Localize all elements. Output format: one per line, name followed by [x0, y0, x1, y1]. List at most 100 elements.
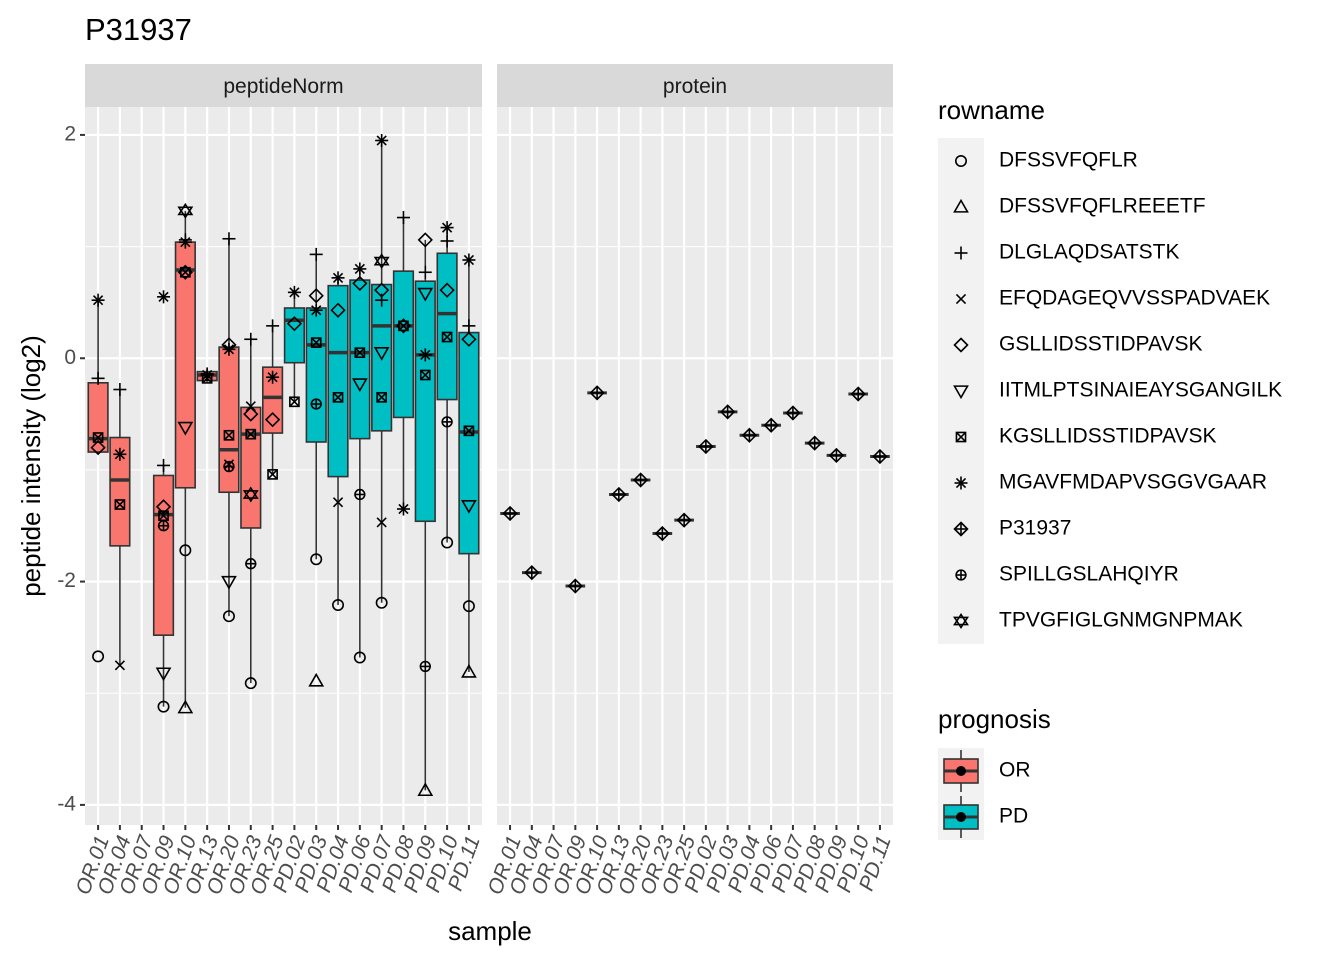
y-axis-label: peptide intensity (log2): [16, 335, 46, 597]
point: [461, 663, 477, 678]
point: [245, 401, 256, 412]
point-stroke: [177, 699, 194, 714]
point-stroke: [245, 428, 257, 440]
point: [953, 198, 969, 213]
point-stroke: [417, 782, 434, 797]
point-stroke: [463, 254, 475, 266]
point-stroke: [953, 198, 969, 213]
point: [91, 371, 105, 385]
point-stroke: [376, 517, 387, 528]
point-stroke: [955, 431, 967, 443]
point: [954, 246, 968, 260]
box: [240, 406, 262, 529]
point-stroke: [376, 135, 387, 146]
point: [222, 610, 235, 623]
point-stroke: [155, 499, 172, 515]
point: [418, 348, 432, 362]
point: [113, 447, 127, 461]
point: [179, 266, 191, 278]
point: [90, 439, 106, 456]
point: [310, 337, 322, 348]
point-stroke: [289, 396, 300, 408]
point-stroke: [375, 596, 388, 609]
legend-key: [938, 322, 984, 368]
legend-point: [956, 766, 966, 776]
legend-label: GSLLIDSSTIDPAVSK: [999, 333, 1202, 356]
point: [266, 319, 280, 333]
point: [332, 599, 345, 612]
point: [267, 469, 278, 480]
point-stroke: [267, 469, 278, 480]
strip: [497, 64, 893, 107]
point-stroke: [954, 155, 967, 168]
point-stroke: [373, 253, 390, 266]
point-stroke: [92, 432, 104, 443]
point: [351, 378, 368, 393]
box: [327, 284, 349, 478]
legend-title: rowname: [938, 95, 1045, 125]
point: [396, 502, 410, 516]
point-stroke: [289, 396, 300, 407]
point: [763, 417, 779, 433]
box: [436, 252, 458, 401]
point: [245, 428, 257, 440]
point-stroke: [267, 469, 278, 480]
point-stroke: [354, 347, 366, 359]
legend-key: [938, 184, 984, 230]
point-stroke: [202, 369, 213, 381]
legend-label: MGAVFMDAPVSGGVGAAR: [999, 471, 1267, 494]
point-stroke: [351, 378, 368, 393]
point-stroke: [223, 429, 235, 441]
point-stroke: [461, 663, 477, 678]
point-stroke: [245, 429, 256, 440]
point-stroke: [158, 291, 169, 302]
box: [261, 366, 284, 434]
legend-label: PD: [999, 805, 1028, 828]
point-stroke: [461, 499, 477, 514]
point-stroke: [222, 610, 235, 623]
point-stroke: [180, 267, 191, 278]
point: [676, 512, 692, 528]
point: [244, 677, 257, 690]
point-stroke: [461, 331, 477, 347]
point-stroke: [955, 431, 967, 443]
point-stroke: [463, 425, 475, 437]
point-stroke: [376, 392, 387, 403]
y-tick-label: -2: [57, 569, 76, 592]
point: [698, 438, 714, 455]
point-stroke: [264, 412, 281, 428]
point-stroke: [463, 425, 475, 436]
point-stroke: [441, 331, 453, 343]
point: [354, 488, 366, 501]
point: [462, 253, 476, 267]
point-stroke: [242, 490, 259, 503]
legend-label: DFSSVFQFLR: [999, 149, 1138, 172]
point-stroke: [310, 337, 322, 348]
point-stroke: [243, 406, 259, 422]
legend-label: DFSSVFQFLREEETF: [999, 195, 1206, 218]
point-stroke: [354, 347, 365, 358]
legend-key: [938, 368, 984, 414]
point: [308, 672, 325, 687]
point: [440, 221, 454, 235]
point-stroke: [419, 369, 431, 381]
point: [461, 331, 477, 347]
legend-label: P31937: [999, 517, 1071, 540]
point: [332, 391, 344, 403]
point-stroke: [441, 536, 454, 549]
legend-key: [938, 598, 984, 644]
point: [785, 405, 801, 421]
point: [286, 315, 303, 332]
point-stroke: [308, 288, 324, 304]
y-tick-label: 0: [64, 346, 76, 369]
point-stroke: [267, 372, 278, 383]
point: [157, 458, 171, 472]
point-stroke: [332, 391, 344, 403]
point-stroke: [244, 677, 257, 690]
point: [92, 650, 105, 663]
point: [310, 398, 322, 410]
point: [330, 302, 346, 318]
point-stroke: [332, 497, 344, 508]
point-stroke: [308, 672, 325, 687]
